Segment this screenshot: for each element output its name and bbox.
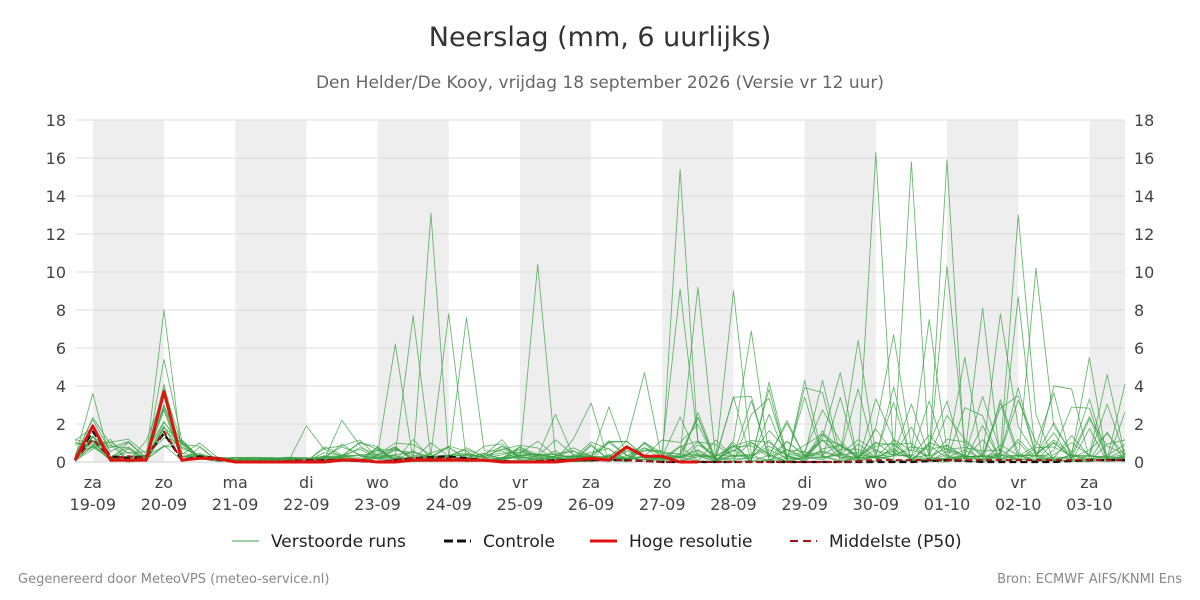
x-tick-date-0: 19-09	[70, 495, 117, 514]
legend-label-median: Middelste (P50)	[829, 532, 962, 552]
y-tick-left-16: 16	[46, 149, 66, 168]
x-tick-day-8: zo	[653, 473, 671, 492]
y-axis-left: 0 2 4 6 8 10 12 14 16 18	[46, 111, 66, 472]
shaded-day-band-3	[519, 120, 592, 462]
y-tick-right-4: 4	[1134, 377, 1144, 396]
x-tick-date-6: 25-09	[497, 495, 544, 514]
x-tick-day-11: wo	[864, 473, 887, 492]
x-tick-date-14: 03-10	[1066, 495, 1113, 514]
footer-generated-by: Gegenereerd door MeteoVPS (meteo-service…	[18, 572, 330, 587]
y-tick-left-10: 10	[46, 263, 66, 282]
main-series	[73, 390, 1125, 464]
y-tick-right-12: 12	[1134, 225, 1154, 244]
x-tick-day-12: do	[937, 473, 957, 492]
x-tick-day-2: ma	[222, 473, 247, 492]
x-tick-date-3: 22-09	[283, 495, 330, 514]
ensemble-run-18	[74, 290, 1126, 463]
shaded-day-band-2	[377, 120, 449, 462]
x-tick-date-12: 01-10	[924, 495, 971, 514]
shaded-day-band-6	[947, 120, 1019, 462]
y-tick-left-0: 0	[56, 453, 66, 472]
y-tick-left-2: 2	[56, 415, 66, 434]
x-tick-day-0: za	[84, 473, 102, 492]
x-tick-day-5: do	[439, 473, 459, 492]
y-tick-left-12: 12	[46, 225, 66, 244]
x-tick-day-3: di	[299, 473, 314, 492]
series-high_res	[73, 390, 698, 464]
y-tick-right-0: 0	[1134, 453, 1144, 472]
x-axis: za 19-09 zo 20-09 ma 21-09 di 22-09 wo 23-09 do 24-…	[70, 473, 1113, 514]
y-axis-right: 0 2 4 6 8 10 12 14 16 18	[1134, 111, 1154, 472]
y-tick-right-14: 14	[1134, 187, 1154, 206]
x-tick-day-10: di	[797, 473, 812, 492]
footer-source: Bron: ECMWF AIFS/KNMI Ens	[997, 572, 1182, 587]
y-tick-left-14: 14	[46, 187, 66, 206]
x-tick-day-6: vr	[512, 473, 528, 492]
y-tick-left-18: 18	[46, 111, 66, 130]
shaded-day-band-7	[1089, 120, 1125, 462]
y-tick-right-6: 6	[1134, 339, 1144, 358]
x-tick-day-13: vr	[1010, 473, 1026, 492]
x-tick-day-9: ma	[721, 473, 746, 492]
legend-label-control: Controle	[483, 532, 555, 552]
legend-label-ensemble: Verstoorde runs	[271, 532, 406, 552]
x-tick-date-11: 30-09	[853, 495, 900, 514]
x-tick-day-1: zo	[155, 473, 173, 492]
x-tick-date-7: 26-09	[568, 495, 615, 514]
y-tick-left-6: 6	[56, 339, 66, 358]
ensemble-run-13	[74, 313, 1126, 463]
x-tick-date-8: 27-09	[639, 495, 686, 514]
x-tick-date-4: 23-09	[354, 495, 401, 514]
x-tick-date-5: 24-09	[425, 495, 472, 514]
chart-title: Neerslag (mm, 6 uurlijks)	[428, 22, 772, 53]
y-tick-right-2: 2	[1134, 415, 1144, 434]
y-tick-right-18: 18	[1134, 111, 1154, 130]
shaded-day-band-0	[92, 120, 164, 462]
legend: Verstoorde runs Controle Hoge resolutie Mid…	[232, 532, 962, 552]
y-tick-left-8: 8	[56, 301, 66, 320]
x-tick-day-4: wo	[366, 473, 389, 492]
x-tick-date-13: 02-10	[995, 495, 1042, 514]
x-tick-date-10: 29-09	[781, 495, 828, 514]
ensemble-run-9	[74, 159, 1126, 463]
x-tick-date-2: 21-09	[212, 495, 259, 514]
x-tick-date-1: 20-09	[141, 495, 188, 514]
y-tick-right-10: 10	[1134, 263, 1154, 282]
y-tick-right-8: 8	[1134, 301, 1144, 320]
y-tick-right-16: 16	[1134, 149, 1154, 168]
legend-label-high_res: Hoge resolutie	[629, 532, 753, 552]
y-tick-left-4: 4	[56, 377, 66, 396]
ensemble-run-19	[74, 330, 1126, 463]
chart-subtitle: Den Helder/De Kooy, vrijdag 18 september…	[315, 73, 885, 93]
x-tick-day-14: za	[1080, 473, 1098, 492]
x-tick-day-7: za	[582, 473, 600, 492]
shaded-day-band-1	[235, 120, 307, 462]
x-tick-date-9: 28-09	[710, 495, 757, 514]
